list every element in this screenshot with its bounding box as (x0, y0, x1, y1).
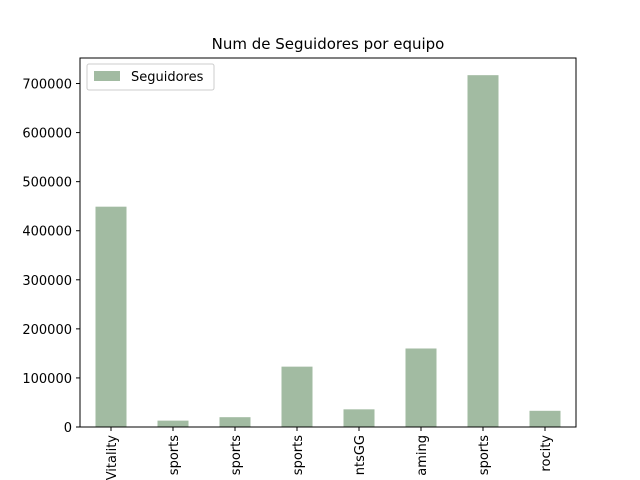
y-axis: 0 100000 200000 300000 400000 500000 600000 700… (22, 78, 80, 436)
legend-swatch (94, 71, 120, 81)
bar (529, 410, 561, 427)
y-tick-label: 600000 (22, 127, 72, 142)
x-tick-label: ntsGG (353, 435, 368, 475)
plot-frame (79, 57, 577, 428)
bar (219, 417, 251, 427)
y-tick-label: 400000 (22, 225, 72, 240)
x-tick-label: sports (477, 435, 492, 475)
legend-box (86, 63, 215, 91)
y-tick-label: 500000 (22, 176, 72, 191)
y-tick-label: 200000 (22, 323, 72, 338)
bars (95, 75, 561, 428)
x-tick-label: sports (167, 435, 182, 475)
chart-title: Num de Seguidores por equipo (212, 35, 445, 53)
bar (95, 206, 127, 427)
x-tick-label: aming (415, 435, 430, 476)
y-tick-label: 0 (64, 421, 72, 436)
bar (467, 75, 499, 428)
legend: Seguidores (86, 63, 215, 91)
bar (157, 420, 189, 427)
y-tick-label: 100000 (22, 372, 72, 387)
x-tick-label: sports (291, 435, 306, 475)
x-tick-label: rocity (539, 435, 554, 472)
bar (343, 409, 375, 427)
x-axis: Vitality sports sports sports ntsGG aming spor… (105, 427, 554, 480)
bar (405, 348, 437, 427)
y-tick-label: 700000 (22, 78, 72, 93)
y-tick-label: 300000 (22, 274, 72, 289)
x-tick-label: Vitality (105, 435, 120, 480)
x-tick-label: sports (229, 435, 244, 475)
legend-label: Seguidores (131, 70, 204, 85)
bar (281, 366, 313, 427)
